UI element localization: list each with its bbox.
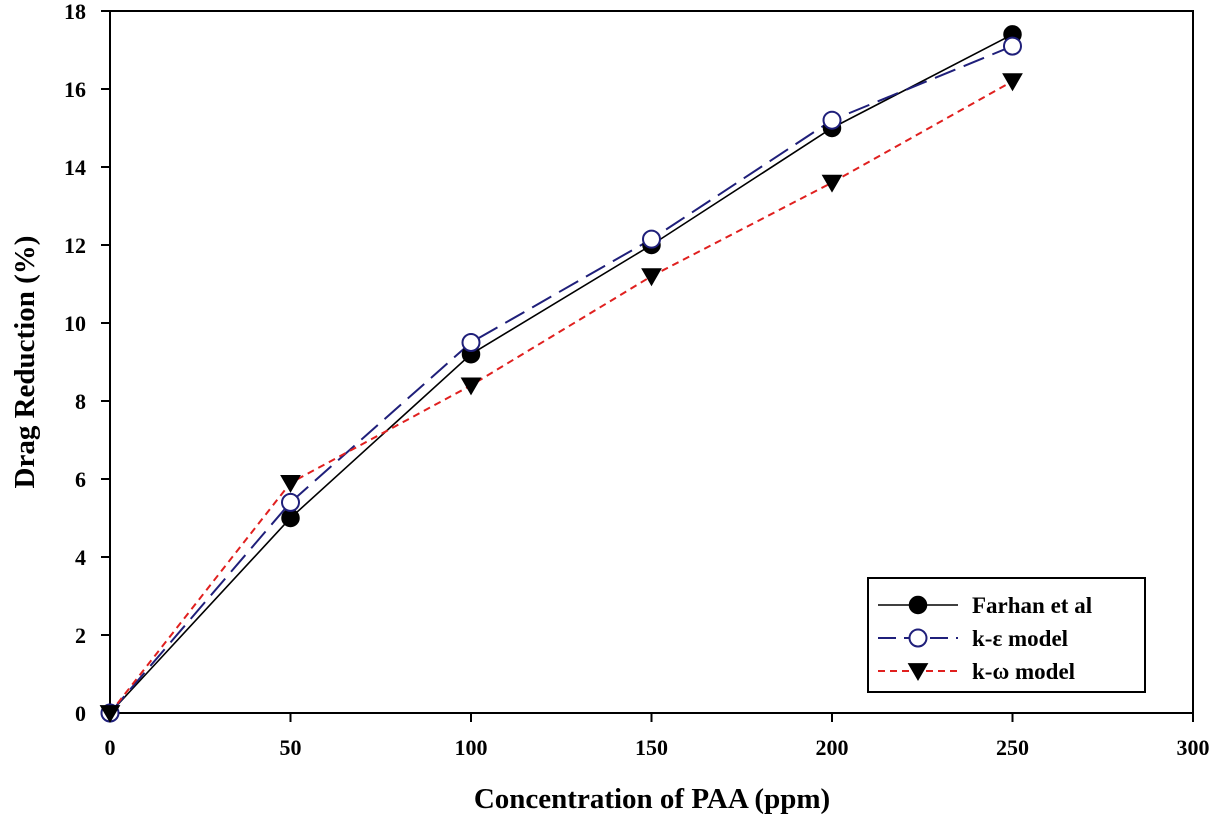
y-tick-label: 12: [64, 233, 86, 258]
legend-label: Farhan et al: [972, 593, 1092, 618]
series-k-omega-point: [1002, 73, 1023, 92]
legend-label: k-ω model: [972, 659, 1075, 684]
series-k-omega-line: [109, 80, 1013, 714]
legend: Farhan et al k-ε model k-ω model: [867, 577, 1146, 693]
series-k-omega-point: [821, 174, 843, 193]
y-tick-label: 4: [75, 545, 86, 570]
series-layer: [99, 25, 1023, 724]
x-tick-label: 50: [280, 735, 302, 760]
y-axis-title: Drag Reduction (%): [9, 236, 41, 489]
series-k-omega: [109, 80, 1013, 714]
series-k-epsilon-point: [461, 333, 481, 352]
series-k-epsilon-markers: [100, 36, 1022, 723]
y-tick-label: 14: [64, 155, 86, 180]
series-k-epsilon-point: [822, 110, 842, 130]
series-farhan-point: [281, 508, 300, 528]
series-k-epsilon: [109, 45, 1013, 714]
x-tick-label: 100: [455, 735, 488, 760]
y-tick-label: 2: [75, 623, 86, 648]
y-tick-label: 16: [64, 77, 86, 102]
axes: 0 50 100 150 200 250 300 0 2 4 6 8 10 12 14 16 18: [64, 0, 1210, 760]
x-tick-label: 150: [635, 735, 668, 760]
x-tick-label: 300: [1177, 735, 1210, 760]
y-tick-label: 18: [64, 0, 86, 24]
series-k-epsilon-point: [642, 229, 661, 249]
legend-k-epsilon-point: [908, 628, 928, 648]
legend-item-k-epsilon: k-ε model: [878, 626, 1068, 651]
y-tick-label: 6: [75, 467, 86, 492]
y-tick-label: 0: [75, 701, 86, 726]
x-axis-title: Concentration of PAA (ppm): [474, 783, 830, 815]
x-tick-label: 0: [105, 735, 116, 760]
y-tick-label: 10: [64, 311, 86, 336]
legend-item-farhan: Farhan et al: [878, 593, 1092, 618]
series-k-omega-point: [460, 377, 482, 396]
series-k-epsilon-point: [281, 492, 300, 512]
legend-item-k-omega: k-ω model: [878, 659, 1075, 684]
y-tick-label: 8: [75, 389, 86, 414]
series-farhan: [109, 33, 1013, 714]
legend-farhan-point: [908, 595, 928, 615]
legend-label: k-ε model: [972, 626, 1068, 651]
series-k-omega-point: [641, 268, 662, 287]
series-k-omega-point: [99, 705, 121, 724]
series-k-omega-point: [280, 474, 301, 493]
series-k-epsilon-point: [1003, 36, 1022, 56]
series-k-omega-markers: [99, 73, 1023, 724]
series-k-epsilon-line: [109, 45, 1013, 714]
x-tick-label: 200: [816, 735, 849, 760]
x-tick-label: 250: [996, 735, 1029, 760]
series-farhan-line: [109, 33, 1013, 714]
legend-k-omega-point: [907, 663, 929, 682]
